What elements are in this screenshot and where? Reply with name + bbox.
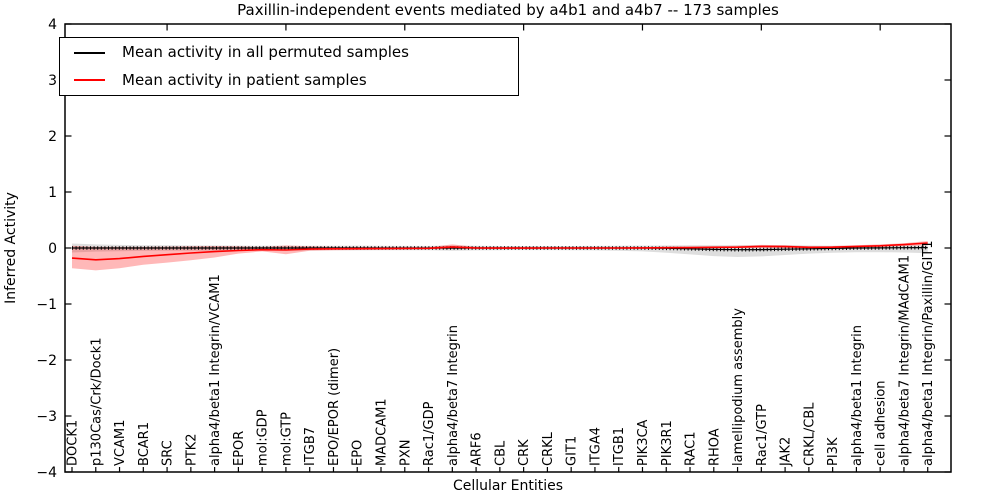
y-tick-label: 0 [48,241,57,257]
x-entity-label: mol:GDP [256,409,271,466]
x-axis-label: Cellular Entities [453,478,563,494]
x-entity-label: DOCK1 [66,420,81,466]
permuted-line-swatch [74,51,105,54]
x-entity-label: alpha4/beta7 Integrin [446,325,461,466]
x-entity-label: ITGA4 [588,427,603,466]
x-entity-label: EPO [351,440,366,466]
x-entity-label: Rac1/GDP [422,401,437,466]
x-entity-label: ITGB1 [612,427,627,466]
x-entity-label: RHOA [707,428,722,466]
x-entity-label: EPOR [232,431,247,466]
x-entity-label: mol:GTP [279,412,294,466]
x-entity-label: RAC1 [684,431,699,466]
x-entity-label: EPO/EPOR (dimer) [327,348,342,466]
legend-label-permuted: Mean activity in all permuted samples [122,43,409,62]
chart-title: Paxillin-independent events mediated by … [237,1,779,19]
y-tick-label: −1 [36,297,57,313]
x-entity-label: JAK2 [779,437,794,467]
y-tick-label: 4 [48,17,57,33]
x-entity-label: cell adhesion [874,380,889,466]
x-entity-label: alpha4/beta1 Integrin/VCAM1 [208,274,223,466]
x-entity-label: alpha4/beta1 Integrin [850,325,865,466]
y-tick-label: 1 [48,185,57,201]
x-entity-label: ARF6 [470,432,485,466]
x-entity-label: alpha4/beta7 Integrin/MAdCAM1 [897,255,912,466]
x-entity-label: CBL [493,440,508,466]
x-entity-label: MADCAM1 [375,398,390,466]
x-entity-label: CRKL/CBL [802,402,817,466]
x-entity-label: p130Cas/Crk/Dock1 [89,337,104,466]
x-entity-label: SRC [161,440,176,466]
x-entity-label: VCAM1 [113,420,128,466]
x-entity-label: ITGB7 [303,427,318,466]
x-entity-label: BCAR1 [137,422,152,466]
legend-item-patient: Mean activity in patient samples [74,67,518,93]
x-entity-label: Rac1/GTP [755,404,770,466]
x-entity-label: PI3K [826,437,841,466]
x-entity-label: PXN [398,440,413,466]
legend-item-permuted: Mean activity in all permuted samples [74,40,518,66]
y-tick-label: 3 [48,73,57,89]
x-entity-label: CRKL [541,431,556,466]
x-entity-label: PIK3CA [636,419,651,466]
legend: Mean activity in all permuted samples Me… [59,37,519,96]
permuted-mean-markers [72,245,928,252]
x-entity-label: alpha4/beta1 Integrin/Paxillin/GIT1 [921,240,936,466]
y-tick-label: −3 [36,409,57,425]
x-entity-label: lamellipodium assembly [731,308,746,466]
x-entity-label: PIK3R1 [660,420,675,466]
y-tick-label: −2 [36,353,57,369]
y-tick-label: 2 [48,129,57,145]
x-entity-label: PTK2 [184,433,199,466]
patient-line-swatch [74,79,105,82]
x-entity-label: GIT1 [565,436,580,466]
y-tick-label: −4 [36,465,57,481]
axes-layer: 4 3 2 1 0 −1 −2 −3 −4 DOCK1 p130Cas/Crk/Dock1 VCAM1… [36,17,952,481]
y-axis-label: Inferred Activity [3,192,19,304]
patient-mean-line [71,242,928,261]
legend-label-patient: Mean activity in patient samples [122,70,367,89]
x-entity-label: CRK [517,439,532,466]
